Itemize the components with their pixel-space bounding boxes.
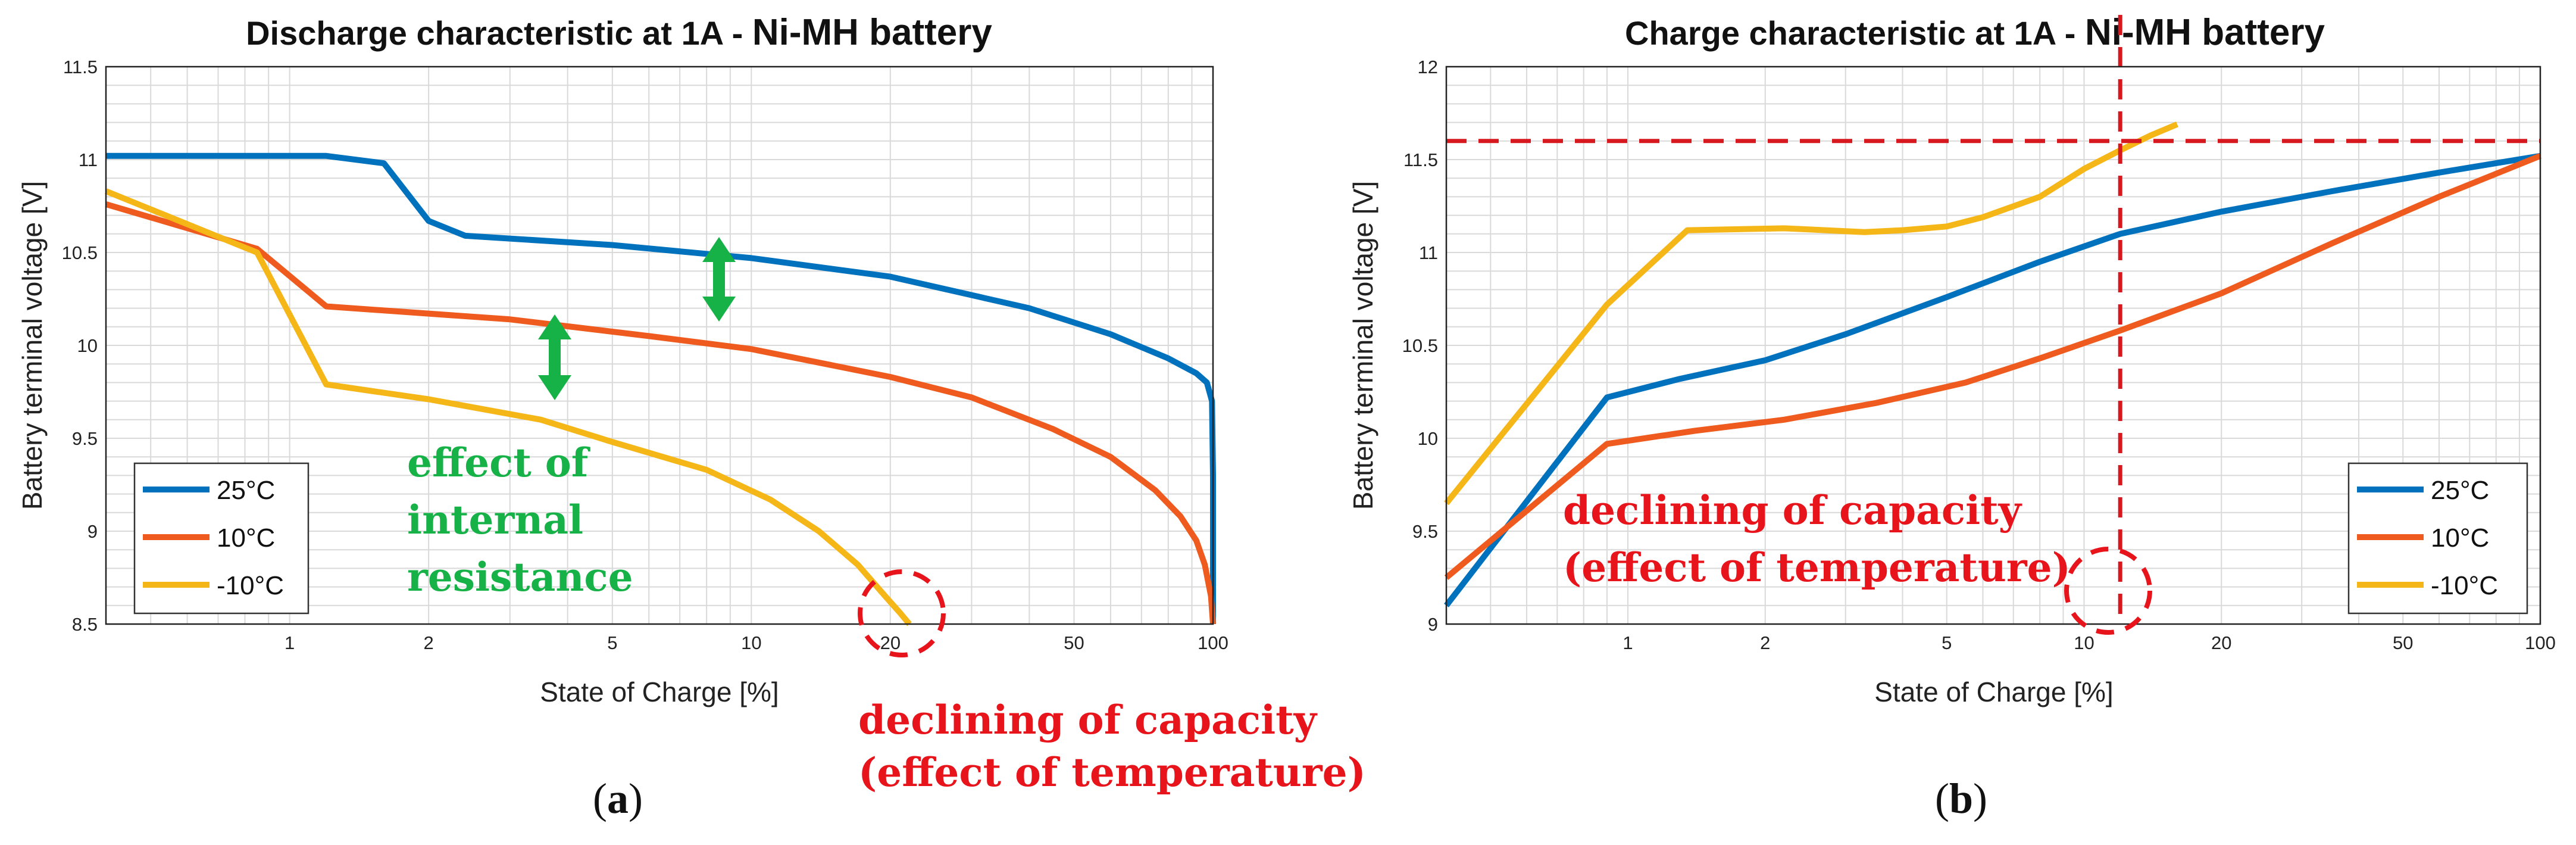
annotation-internal-resistance-line3: resistance	[407, 554, 633, 600]
annotation-internal-resistance-line2: internal	[407, 497, 583, 543]
panel-b-y-axis-label: Battery terminal voltage [V]	[1348, 181, 1378, 510]
panel-a-legend: 25°C 10°C -10°C	[133, 462, 310, 615]
panel-b-legend: 25°C 10°C -10°C	[2347, 462, 2528, 615]
panel-b-label: (b)	[1935, 775, 1987, 822]
panel-b-title-suffix: Ni-MH battery	[2085, 12, 2325, 53]
annotation-internal-resistance-line1: effect of	[407, 439, 590, 486]
y-tick-label: 9.5	[1412, 521, 1438, 542]
y-tick-label: 11.5	[63, 57, 98, 77]
x-tick-label: 50	[2393, 632, 2413, 653]
panel-b-plot-frame	[1445, 66, 2541, 625]
y-tick-label: 9.5	[72, 428, 98, 449]
x-tick-label: 1	[285, 632, 295, 653]
double-arrow-icon	[538, 314, 571, 400]
panel-a-legend-label-10c: 10°C	[217, 523, 275, 553]
panel-a-title-main: Discharge characteristic at 1A -	[246, 14, 752, 52]
y-tick-label: 10.5	[1402, 335, 1438, 356]
panel-a-legend-label-25c: 25°C	[217, 476, 275, 505]
series-line-25c	[106, 152, 1216, 624]
panel-a-label: (a)	[593, 775, 643, 822]
x-tick-label: 5	[607, 632, 617, 653]
panel-b-title: Charge characteristic at 1A - Ni-MH batt…	[1625, 12, 2325, 53]
x-tick-label: 5	[1942, 632, 1952, 653]
panel-a-tick-labels: 1 2 5 10 20 50 100 8.5 9 9.5 10 10.5 11 11.5	[62, 57, 1228, 653]
panel-b-x-axis-label: State of Charge [%]	[1874, 676, 2113, 707]
x-tick-label: 10	[2074, 632, 2094, 653]
y-tick-label: 11	[79, 149, 98, 170]
panel-b-legend-label-minus10c: -10°C	[2431, 571, 2498, 600]
double-arrow-icon	[702, 237, 736, 322]
y-tick-label: 11	[1419, 242, 1438, 263]
y-tick-label: 9	[1428, 614, 1438, 635]
annotation-temperature-line1: declining of capacity	[1563, 487, 2022, 534]
annotation-temperature-line2: (effect of temperature)	[858, 749, 1366, 796]
series-line-25c	[1444, 152, 2541, 607]
annotation-temperature-line2: (effect of temperature)	[1563, 544, 2071, 591]
panel-b-charge-chart: Charge characteristic at 1A - Ni-MH batt…	[1348, 12, 2556, 822]
annotation-temperature-line1: declining of capacity	[858, 697, 1318, 743]
x-tick-label: 100	[2525, 632, 2556, 653]
series-line-10c	[105, 201, 1216, 625]
panel-a-plot-frame	[105, 66, 1214, 625]
panel-a-legend-label-minus10c: -10°C	[217, 571, 284, 600]
panel-a-discharge-chart: Discharge characteristic at 1A - Ni-MH b…	[17, 12, 1366, 822]
panel-a-title-suffix: Ni-MH battery	[752, 12, 993, 53]
panel-a-series	[105, 152, 1216, 626]
series-line-minus10c	[105, 188, 912, 626]
x-tick-label: 20	[880, 632, 901, 653]
y-tick-label: 12	[1418, 57, 1438, 77]
y-tick-label: 10	[1418, 428, 1438, 449]
x-tick-label: 50	[1064, 632, 1084, 653]
panel-b-title-main: Charge characteristic at 1A -	[1625, 14, 2085, 52]
y-tick-label: 9	[87, 521, 98, 542]
panel-b-legend-label-25c: 25°C	[2431, 476, 2489, 505]
x-tick-label: 20	[2211, 632, 2231, 653]
panel-b-legend-label-10c: 10°C	[2431, 523, 2489, 553]
highlight-circle	[2064, 547, 2152, 635]
series-line-10c	[1444, 153, 2541, 580]
x-tick-label: 10	[741, 632, 761, 653]
y-tick-label: 11.5	[1403, 149, 1438, 170]
x-tick-label: 100	[1198, 632, 1228, 653]
panel-b-reference-lines	[1446, 15, 2540, 624]
x-tick-label: 2	[424, 632, 434, 653]
panel-a-x-axis-label: State of Charge [%]	[540, 676, 779, 707]
y-tick-label: 10	[77, 335, 98, 356]
series-line-minus10c	[1444, 121, 2178, 506]
y-tick-label: 10.5	[62, 242, 98, 263]
y-tick-label: 8.5	[72, 614, 98, 635]
x-tick-label: 1	[1622, 632, 1633, 653]
panel-a-title: Discharge characteristic at 1A - Ni-MH b…	[246, 12, 992, 53]
x-tick-label: 2	[1760, 632, 1770, 653]
highlight-circle	[858, 569, 946, 657]
panel-a-y-axis-label: Battery terminal voltage [V]	[17, 181, 48, 510]
